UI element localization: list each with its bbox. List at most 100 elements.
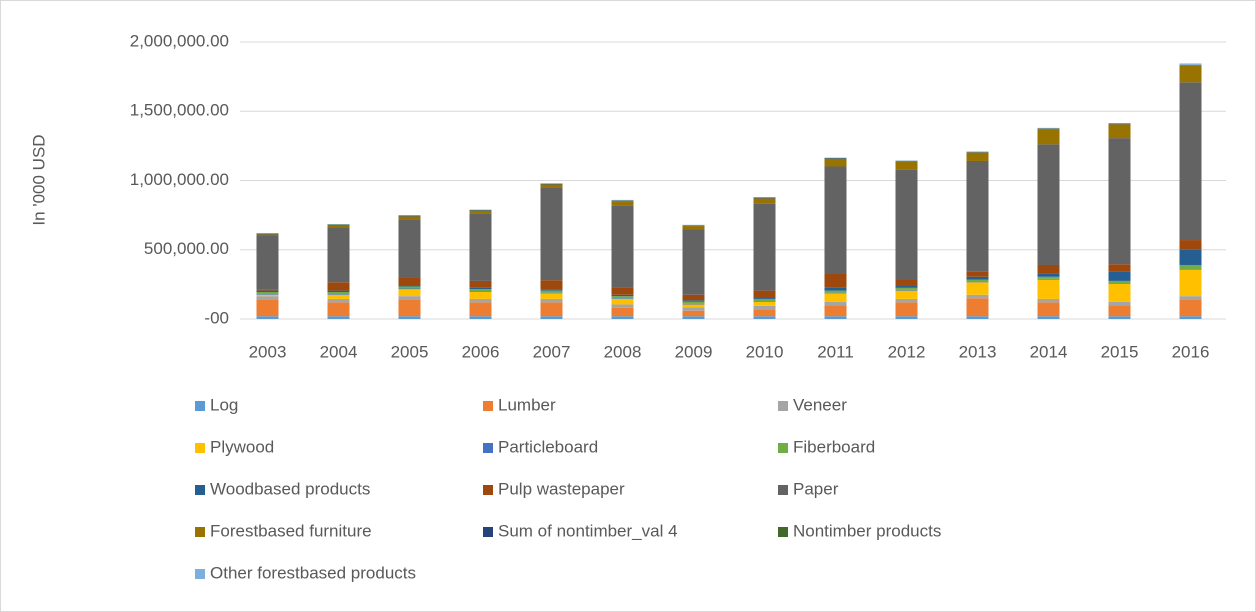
bar-segment bbox=[540, 289, 563, 291]
bar-segment bbox=[398, 286, 421, 289]
bar-segment bbox=[256, 316, 279, 319]
bar-segment bbox=[327, 225, 350, 228]
bar-segment bbox=[895, 290, 918, 299]
bar-segment bbox=[895, 285, 918, 288]
bar-segment bbox=[611, 316, 634, 319]
x-tick-label: 2012 bbox=[888, 342, 926, 361]
x-tick-label: 2008 bbox=[604, 342, 642, 361]
bar-segment bbox=[611, 296, 634, 299]
bar-segment bbox=[682, 300, 705, 302]
bar-segment bbox=[327, 290, 350, 292]
bar-segment bbox=[753, 297, 776, 299]
bar-segment bbox=[1037, 302, 1060, 317]
x-tick-label: 2010 bbox=[746, 342, 784, 361]
legend-label: Lumber bbox=[498, 395, 556, 414]
bar-segment bbox=[1179, 269, 1202, 270]
bar-segment bbox=[327, 227, 350, 283]
bar-segment bbox=[966, 279, 989, 282]
legend-label: Log bbox=[210, 395, 238, 414]
x-tick-label: 2016 bbox=[1172, 342, 1210, 361]
bar-segment bbox=[469, 289, 492, 292]
bar-segment bbox=[1037, 273, 1060, 277]
bar-segment bbox=[1108, 280, 1131, 283]
bar-segment bbox=[256, 235, 279, 290]
bar-segment bbox=[469, 213, 492, 281]
bar-segment bbox=[966, 294, 989, 299]
x-tick-label: 2013 bbox=[959, 342, 997, 361]
y-tick-label: 500,000.00 bbox=[144, 239, 229, 258]
bar-segment bbox=[469, 316, 492, 319]
bar-segment bbox=[469, 210, 492, 214]
legend-swatch bbox=[195, 527, 205, 537]
bar-segment bbox=[469, 298, 492, 303]
bar-segment bbox=[611, 294, 634, 297]
legend-swatch bbox=[778, 401, 788, 411]
x-tick-label: 2015 bbox=[1101, 342, 1139, 361]
bar-segment bbox=[540, 302, 563, 317]
bar-segment bbox=[611, 307, 634, 317]
bar-segment bbox=[753, 309, 776, 317]
bar-segment bbox=[256, 294, 279, 297]
bar-segment bbox=[327, 282, 350, 291]
bar-segment bbox=[398, 296, 421, 300]
bar-segment bbox=[753, 198, 776, 204]
x-tick-label: 2014 bbox=[1030, 342, 1068, 361]
bar-segment bbox=[327, 294, 350, 299]
legend-label: Other forestbased products bbox=[210, 563, 416, 582]
bar-segment bbox=[895, 279, 918, 286]
legend-swatch bbox=[778, 443, 788, 453]
bar-segment bbox=[1179, 65, 1202, 83]
bar-segment bbox=[398, 285, 421, 287]
legend-label: Fiberboard bbox=[793, 437, 875, 456]
bar-segment bbox=[398, 288, 421, 290]
bar-segment bbox=[327, 294, 350, 295]
bar-segment bbox=[327, 291, 350, 295]
legend-swatch bbox=[195, 569, 205, 579]
legend-label: Nontimber products bbox=[793, 521, 941, 540]
bar-segment bbox=[398, 299, 421, 317]
bar-segment bbox=[327, 302, 350, 317]
bar-segment bbox=[540, 187, 563, 281]
bar-segment bbox=[824, 305, 847, 317]
bar-segment bbox=[1108, 316, 1131, 319]
bar-segment bbox=[824, 166, 847, 274]
legend-swatch bbox=[195, 443, 205, 453]
bar-segment bbox=[824, 290, 847, 293]
bar-segment bbox=[966, 316, 989, 319]
legend-swatch bbox=[195, 401, 205, 411]
bar-segment bbox=[1037, 264, 1060, 274]
bar-segment bbox=[611, 205, 634, 288]
bar-segment bbox=[540, 298, 563, 303]
bar-segment bbox=[895, 298, 918, 303]
bar-segment bbox=[824, 273, 847, 288]
bar-segment bbox=[824, 301, 847, 306]
legend-label: Woodbased products bbox=[210, 479, 370, 498]
bar-segment bbox=[540, 280, 563, 290]
bar-segment bbox=[1108, 283, 1131, 302]
bar-segment bbox=[540, 184, 563, 188]
bar-segment bbox=[966, 160, 989, 272]
bar-segment bbox=[469, 287, 492, 290]
bar-segment bbox=[256, 291, 279, 295]
bar-segment bbox=[398, 216, 421, 220]
bar-segment bbox=[895, 161, 918, 170]
bar-segment bbox=[469, 291, 492, 299]
bar-segment bbox=[1108, 305, 1131, 317]
legend-swatch bbox=[195, 485, 205, 495]
bar-segment bbox=[1037, 279, 1060, 299]
bar-segment bbox=[895, 169, 918, 280]
bar-segment bbox=[966, 281, 989, 283]
bar-segment bbox=[540, 290, 563, 293]
y-axis-label: In '000 USD bbox=[29, 134, 48, 225]
legend-swatch bbox=[778, 485, 788, 495]
bar-segment bbox=[398, 219, 421, 278]
bar-segment bbox=[682, 301, 705, 304]
bar-segment bbox=[1108, 271, 1131, 281]
bar-segment bbox=[1108, 138, 1131, 265]
bar-segment bbox=[1179, 269, 1202, 297]
bar-segment bbox=[682, 229, 705, 295]
bar-segment bbox=[1108, 124, 1131, 139]
bar-segment bbox=[753, 301, 776, 306]
bar-segment bbox=[327, 316, 350, 319]
bar-segment bbox=[1037, 316, 1060, 319]
